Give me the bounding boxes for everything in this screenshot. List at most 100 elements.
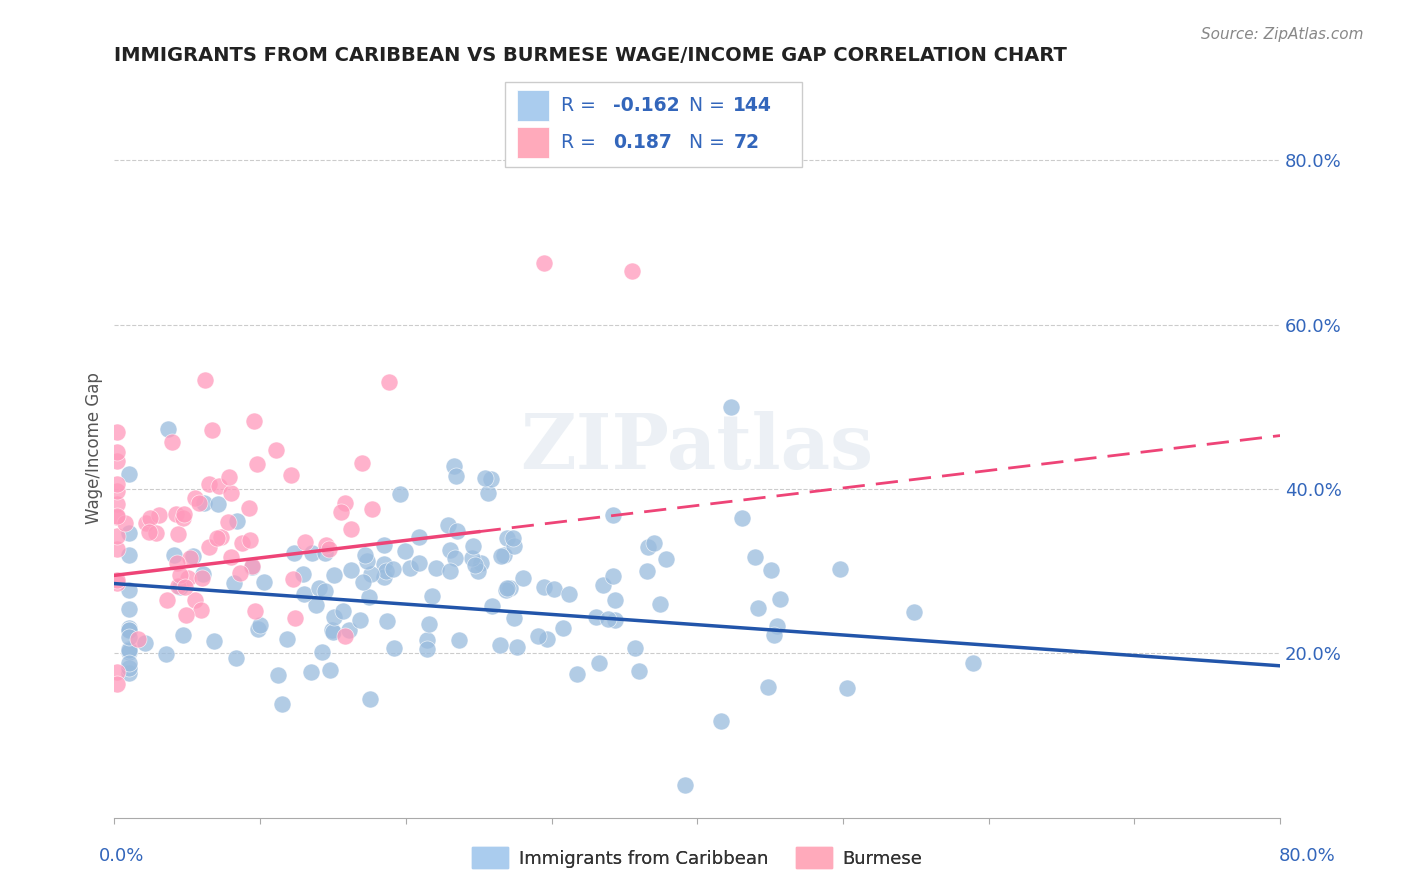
- Point: [249, 618, 271, 632]
- Text: 72: 72: [734, 133, 759, 152]
- Point: [314, 545, 336, 559]
- Point: [105, 510, 128, 524]
- Point: [492, 548, 515, 562]
- Y-axis label: Wage/Income Gap: Wage/Income Gap: [86, 372, 103, 524]
- Point: [167, 526, 190, 541]
- Point: [105, 677, 128, 691]
- Text: -0.162: -0.162: [613, 95, 681, 115]
- Point: [356, 554, 378, 568]
- Point: [253, 574, 276, 589]
- Point: [280, 467, 302, 482]
- Point: [135, 516, 157, 530]
- Point: [208, 479, 231, 493]
- Point: [449, 633, 471, 648]
- Point: [503, 611, 526, 625]
- Point: [388, 487, 411, 501]
- Point: [222, 575, 245, 590]
- Point: [105, 509, 128, 524]
- Point: [349, 613, 371, 627]
- Text: ZIPatlas: ZIPatlas: [520, 411, 873, 485]
- Point: [105, 425, 128, 440]
- Point: [118, 548, 141, 562]
- Point: [602, 568, 624, 582]
- Point: [443, 458, 465, 473]
- Point: [352, 575, 374, 590]
- Point: [162, 548, 184, 562]
- Point: [339, 522, 361, 536]
- Point: [266, 668, 288, 682]
- Point: [446, 524, 468, 539]
- Point: [553, 621, 575, 635]
- Point: [105, 445, 128, 459]
- Point: [266, 442, 288, 457]
- Point: [643, 535, 665, 549]
- Point: [461, 539, 484, 553]
- Point: [105, 665, 128, 680]
- Point: [467, 564, 489, 578]
- Point: [502, 532, 524, 546]
- Point: [360, 502, 382, 516]
- Point: [536, 632, 558, 646]
- Point: [603, 613, 626, 627]
- Point: [105, 454, 128, 468]
- Point: [394, 543, 416, 558]
- Point: [439, 564, 461, 578]
- Point: [105, 541, 128, 556]
- Point: [194, 373, 217, 387]
- Point: [373, 538, 395, 552]
- FancyBboxPatch shape: [516, 127, 550, 158]
- Point: [408, 556, 430, 570]
- Point: [318, 542, 340, 557]
- Point: [105, 477, 128, 491]
- Point: [527, 628, 550, 642]
- Point: [219, 550, 242, 565]
- Point: [627, 664, 650, 678]
- Point: [477, 486, 499, 500]
- Point: [177, 571, 200, 585]
- Point: [481, 599, 503, 613]
- Point: [207, 497, 229, 511]
- Point: [479, 472, 502, 486]
- Text: IMMIGRANTS FROM CARIBBEAN VS BURMESE WAGE/INCOME GAP CORRELATION CHART: IMMIGRANTS FROM CARIBBEAN VS BURMESE WAG…: [114, 46, 1067, 65]
- Point: [167, 579, 190, 593]
- Point: [650, 597, 672, 611]
- Point: [105, 483, 128, 498]
- Point: [464, 558, 486, 572]
- Point: [322, 568, 344, 582]
- Point: [330, 505, 353, 519]
- Point: [495, 581, 517, 595]
- Point: [174, 580, 197, 594]
- Point: [118, 642, 141, 657]
- Point: [207, 531, 229, 545]
- Point: [903, 605, 925, 619]
- Point: [373, 558, 395, 572]
- Point: [276, 632, 298, 647]
- Point: [292, 567, 315, 582]
- Point: [322, 625, 344, 640]
- Point: [461, 550, 484, 565]
- Text: 80.0%: 80.0%: [1279, 847, 1336, 865]
- Point: [352, 456, 374, 470]
- Point: [118, 583, 141, 598]
- Point: [183, 491, 205, 505]
- Point: [360, 566, 382, 581]
- Point: [299, 665, 322, 679]
- Point: [243, 604, 266, 618]
- Point: [503, 539, 526, 553]
- Point: [655, 552, 678, 566]
- Point: [533, 256, 555, 270]
- Point: [311, 645, 333, 659]
- Point: [381, 562, 404, 576]
- Point: [283, 572, 305, 586]
- Point: [217, 515, 239, 529]
- Point: [305, 598, 328, 612]
- Text: 0.0%: 0.0%: [98, 847, 143, 865]
- Point: [218, 470, 240, 484]
- Point: [118, 631, 141, 645]
- Point: [231, 536, 253, 550]
- Point: [225, 514, 247, 528]
- Point: [769, 591, 792, 606]
- Point: [118, 467, 141, 481]
- Point: [398, 561, 420, 575]
- Point: [211, 530, 233, 544]
